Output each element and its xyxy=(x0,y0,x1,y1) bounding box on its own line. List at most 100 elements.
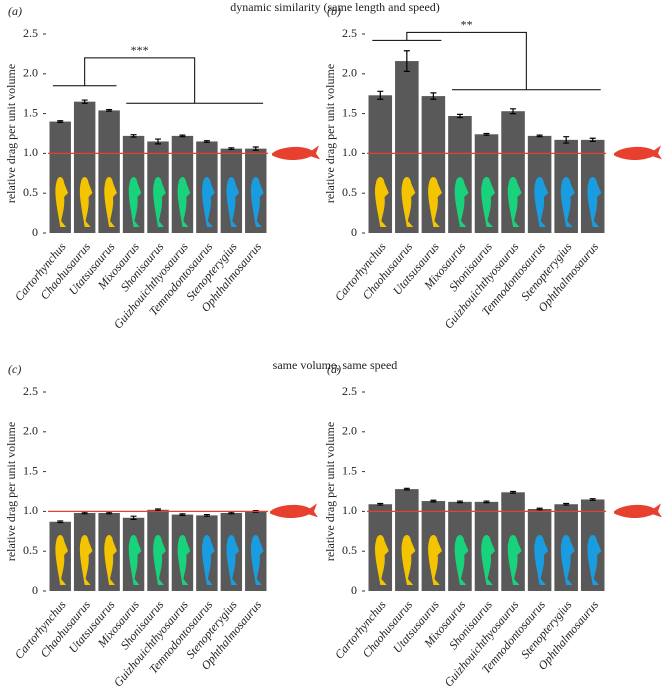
error-bar xyxy=(81,99,88,104)
error-bar xyxy=(130,515,137,520)
species-icon xyxy=(226,177,240,227)
error-bar xyxy=(179,513,186,516)
species-icon xyxy=(428,535,442,585)
panel-label: (d) xyxy=(327,362,341,376)
y-tick-label: 1.0 xyxy=(23,145,38,159)
y-tick-label: 2.5 xyxy=(23,384,38,398)
species-icon xyxy=(250,177,264,227)
species-icon xyxy=(534,177,549,227)
bar xyxy=(501,111,525,233)
y-tick-label: 1.0 xyxy=(342,503,357,517)
species-icon xyxy=(587,535,602,585)
error-bar xyxy=(536,134,543,138)
error-bar xyxy=(106,511,113,515)
y-axis-label: relative drag per unit volume xyxy=(323,422,337,561)
y-tick-label: 0.5 xyxy=(23,185,38,199)
bar xyxy=(368,95,393,234)
species-icon xyxy=(202,177,215,227)
dolphin-icon xyxy=(614,503,662,519)
species-icon xyxy=(55,535,69,585)
panel-label: (c) xyxy=(8,362,21,376)
species-icon xyxy=(374,177,389,227)
y-tick-label: 2.5 xyxy=(23,26,38,40)
y-tick-label: 1.5 xyxy=(23,463,38,477)
error-bar xyxy=(106,109,113,112)
significance-bracket xyxy=(372,31,601,91)
species-icon xyxy=(128,177,142,227)
significance-label: *** xyxy=(131,43,149,57)
species-icon xyxy=(226,535,240,585)
bar xyxy=(98,110,120,233)
y-tick-label: 0.5 xyxy=(342,185,357,199)
species-icon xyxy=(454,535,469,585)
species-icon xyxy=(177,535,191,585)
error-bar xyxy=(510,108,517,115)
y-tick-label: 0.5 xyxy=(23,543,38,557)
error-bar xyxy=(510,490,517,494)
y-tick-label: 0 xyxy=(32,583,38,597)
y-axis-label: relative drag per unit volume xyxy=(4,64,18,203)
species-icon xyxy=(560,177,575,227)
error-bar xyxy=(252,146,259,151)
error-bar xyxy=(403,487,410,491)
error-bar xyxy=(228,511,235,515)
error-bar xyxy=(403,50,410,73)
significance-bracket xyxy=(52,57,264,104)
error-bar xyxy=(57,520,64,524)
bar xyxy=(421,96,446,233)
species-icon xyxy=(128,535,142,585)
dolphin-icon xyxy=(270,503,318,519)
y-tick-label: 0 xyxy=(351,225,357,239)
species-icon xyxy=(401,535,416,585)
y-tick-label: 1.5 xyxy=(23,105,38,119)
species-icon xyxy=(104,177,117,227)
y-tick-label: 2.5 xyxy=(342,384,357,398)
species-icon xyxy=(428,177,442,227)
species-icon xyxy=(401,177,416,227)
error-bar xyxy=(456,500,463,504)
y-tick-label: 1.5 xyxy=(342,105,357,119)
error-bar xyxy=(203,140,210,143)
error-bar xyxy=(155,508,161,512)
significance-label: ** xyxy=(461,17,473,31)
y-axis-label: relative drag per unit volume xyxy=(4,422,18,561)
error-bar xyxy=(589,498,596,501)
error-bar xyxy=(179,134,186,138)
dolphin-icon xyxy=(272,145,320,161)
y-axis-label: relative drag per unit volume xyxy=(323,64,337,203)
species-icon xyxy=(104,535,117,585)
y-tick-label: 2.0 xyxy=(23,66,38,80)
y-tick-label: 1.0 xyxy=(342,145,357,159)
species-icon xyxy=(177,177,191,227)
error-bar xyxy=(536,507,543,511)
species-icon xyxy=(374,535,389,585)
bar xyxy=(448,115,472,233)
species-icon xyxy=(153,177,166,227)
species-icon xyxy=(250,535,264,585)
dolphin-icon xyxy=(614,145,662,161)
species-icon xyxy=(79,535,93,585)
error-bar xyxy=(589,137,596,143)
error-bar xyxy=(57,120,64,123)
species-icon xyxy=(507,535,522,585)
error-bar xyxy=(430,499,437,503)
y-tick-label: 0 xyxy=(32,225,38,239)
species-icon xyxy=(587,177,602,227)
section-title: dynamic similarity (same length and spee… xyxy=(230,0,440,14)
species-icon xyxy=(481,177,496,227)
error-bar xyxy=(81,511,88,515)
y-tick-label: 1.0 xyxy=(23,503,38,517)
species-icon xyxy=(534,535,549,585)
y-tick-label: 2.0 xyxy=(23,424,38,438)
y-tick-label: 2.0 xyxy=(342,424,357,438)
panel-label: (b) xyxy=(327,4,341,18)
error-bar xyxy=(130,134,137,138)
error-bar xyxy=(228,147,235,151)
error-bar xyxy=(430,92,437,100)
species-icon xyxy=(153,535,166,585)
section-title: same volume, same speed xyxy=(273,358,398,372)
species-icon xyxy=(507,177,522,227)
species-icon xyxy=(481,535,496,585)
species-icon xyxy=(560,535,575,585)
